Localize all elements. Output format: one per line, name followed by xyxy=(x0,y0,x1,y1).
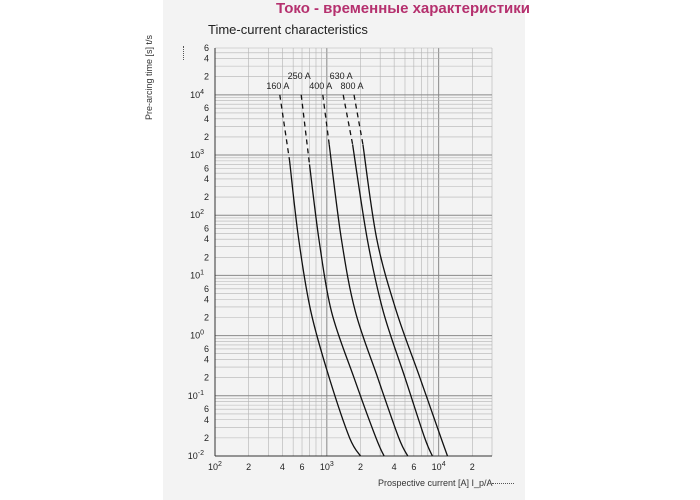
chart-panel xyxy=(163,0,525,500)
y-tick-label: 2 xyxy=(204,132,209,142)
y-tick-label: 2 xyxy=(204,312,209,322)
y-tick-label: 6 xyxy=(204,284,209,294)
x-tick-label: 4 xyxy=(392,462,397,472)
series-label: 400 A xyxy=(309,81,332,91)
ticks: 64210464210364210264210164210064210-1642… xyxy=(188,43,475,472)
y-tick-label: 10-1 xyxy=(188,390,204,401)
x-tick-label: 4 xyxy=(280,462,285,472)
y-tick-label: 2 xyxy=(204,252,209,262)
y-tick-label: 102 xyxy=(190,209,204,220)
y-tick-label: 4 xyxy=(204,114,209,124)
grid xyxy=(214,47,493,457)
x-tick-label: 6 xyxy=(300,462,305,472)
y-tick-label: 6 xyxy=(204,43,209,53)
x-axis-label: Prospective current [A] I_p/A xyxy=(378,478,493,488)
x-tick-label: 2 xyxy=(470,462,475,472)
y-tick-label: 6 xyxy=(204,344,209,354)
y-tick-label: 103 xyxy=(190,149,204,160)
series-line xyxy=(288,160,362,457)
series-line xyxy=(362,144,449,457)
y-tick-label: 4 xyxy=(204,54,209,64)
x-tick-label: 6 xyxy=(411,462,416,472)
curves xyxy=(279,94,449,457)
y-tick-label: 4 xyxy=(204,415,209,425)
y-tick-label: 101 xyxy=(190,269,204,280)
series-line xyxy=(328,144,409,457)
page-title: Токо - временные характеристики xyxy=(276,0,530,17)
x-tick-label: 104 xyxy=(432,461,446,472)
y-tick-label: 6 xyxy=(204,224,209,234)
y-tick-label: 2 xyxy=(204,192,209,202)
x-tick-label: 102 xyxy=(208,461,222,472)
chart-title: Time-current characteristics xyxy=(208,22,368,37)
x-tick-label: 2 xyxy=(246,462,251,472)
y-tick-label: 100 xyxy=(190,330,204,341)
x-tick-label: 103 xyxy=(320,461,334,472)
series-label: 160 A xyxy=(266,81,289,91)
y-tick-label: 4 xyxy=(204,174,209,184)
series-label: 800 A xyxy=(340,81,363,91)
y-tick-label: 4 xyxy=(204,294,209,304)
y-tick-label: 2 xyxy=(204,433,209,443)
y-axis-arrow xyxy=(183,46,185,60)
y-tick-label: 2 xyxy=(204,72,209,82)
series-label: 250 A xyxy=(288,71,311,81)
y-tick-label: 6 xyxy=(204,163,209,173)
series-line xyxy=(351,144,433,457)
series-line-dashed xyxy=(279,94,291,161)
y-tick-label: 4 xyxy=(204,355,209,365)
y-tick-label: 104 xyxy=(190,89,204,100)
series-line-dashed xyxy=(300,94,311,165)
x-tick-label: 2 xyxy=(358,462,363,472)
y-tick-label: 6 xyxy=(204,103,209,113)
y-tick-label: 4 xyxy=(204,234,209,244)
series-line xyxy=(308,164,385,457)
y-tick-label: 10-2 xyxy=(188,450,204,461)
x-axis-arrow xyxy=(492,483,514,485)
y-tick-label: 6 xyxy=(204,404,209,414)
series-label: 630 A xyxy=(330,71,353,81)
y-tick-label: 2 xyxy=(204,373,209,383)
